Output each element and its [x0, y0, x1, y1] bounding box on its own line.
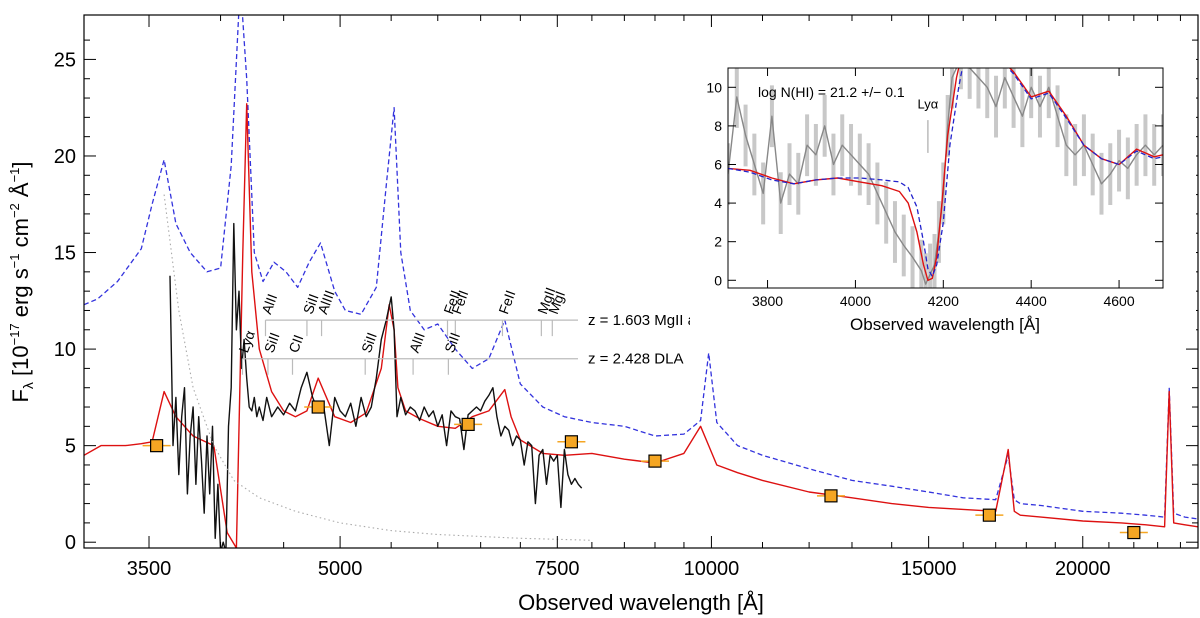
x-tick-label: 5000: [318, 558, 363, 580]
inset-plot-frame: [727, 67, 1164, 289]
inset-x-tick-label: 4000: [840, 293, 871, 309]
inset-lya-label: Lyα: [918, 97, 939, 112]
absorber-line-label: FeII: [440, 288, 463, 316]
absorber-line-label: SiII: [300, 292, 322, 316]
photometry-point: [1127, 525, 1141, 540]
inset-x-tick-label: 4600: [1103, 293, 1134, 309]
inset-series-line-dashed-blue: [728, 68, 1163, 278]
inset-y-ticks: 0 2 4 6 8 10: [706, 79, 1163, 288]
x-tick-label: 7500: [535, 558, 580, 580]
absorber-line-label: AlII: [258, 292, 280, 316]
photometry-point: [150, 439, 164, 453]
x-tick-label: 10000: [684, 558, 740, 580]
absorber-line-label: SiII: [441, 330, 463, 354]
photometry-point: [311, 400, 325, 414]
photometry-point: [461, 417, 475, 432]
absorber-label: z = 2.428 DLA: [588, 351, 683, 368]
series-line-solid-black: [169, 222, 583, 548]
inset-series-group: [728, 68, 1163, 288]
inset-y-tick-label: 4: [714, 195, 722, 211]
inset-x-tick-label: 4400: [1016, 293, 1047, 309]
y-tick-label: 20: [54, 146, 76, 168]
x-tick-label: 20000: [1055, 558, 1111, 580]
inset-y-tick-label: 10: [706, 79, 722, 95]
y-tick-label: 5: [65, 436, 76, 458]
main-y-axis-label: Fλ [10−17 erg s−1 cm−2 Å−1]: [7, 161, 36, 402]
x-tick-label: 3500: [127, 558, 172, 580]
y-tick-label: 0: [65, 532, 76, 554]
y-tick-label: 10: [54, 339, 76, 361]
inset-x-tick-label: 4200: [928, 293, 959, 309]
absorber-line-label: Lyα: [235, 328, 258, 354]
series-line-dotted-gray: [163, 194, 592, 541]
main-series-group: [84, 15, 1198, 548]
y-tick-label: 25: [54, 49, 76, 71]
absorber-line-label: FeII: [495, 288, 518, 316]
photometry-point: [564, 435, 579, 449]
absorber-line-label: CII: [285, 332, 306, 354]
inset-y-tick-label: 0: [714, 272, 722, 288]
y-tick-label: 15: [54, 243, 76, 265]
x-tick-label: 15000: [901, 558, 957, 580]
inset-plot-panel: 3800 4000 4200 4400 4600 0 2 4 6 8 10 log N(HI) =…: [690, 50, 1196, 340]
photometry-point: [648, 454, 662, 468]
inset-x-tick-label: 3800: [752, 293, 783, 309]
photometry-points: [142, 400, 1148, 540]
absorber-line-label: MgI: [545, 289, 568, 316]
absorber-line-label: SiII: [261, 330, 283, 354]
absorber-line-label: SiII: [358, 330, 380, 354]
inset-y-tick-label: 8: [714, 118, 722, 134]
absorber-line-label: AlII: [406, 330, 428, 354]
photometry-point: [982, 508, 996, 522]
inset-y-tick-label: 6: [714, 156, 722, 172]
main-plot-frame: [83, 14, 1199, 549]
inset-x-ticks: 3800 4000 4200 4400 4600: [752, 68, 1135, 309]
inset-y-tick-label: 2: [714, 234, 722, 250]
photometry-point: [824, 489, 838, 503]
main-x-ticks: 3500 5000 7500 10000 15000 20000: [127, 15, 1181, 580]
series-line-dashed-blue: [84, 15, 1198, 520]
absorber-line-label: FeII: [448, 288, 471, 316]
main-x-axis-label: Observed wavelength [Å]: [518, 590, 764, 615]
inset-annotation: log N(HI) = 21.2 +/− 0.1: [758, 84, 905, 100]
inset-x-axis-label: Observed wavelength [Å]: [850, 315, 1040, 334]
absorber-line-label: AlIII: [314, 288, 337, 316]
